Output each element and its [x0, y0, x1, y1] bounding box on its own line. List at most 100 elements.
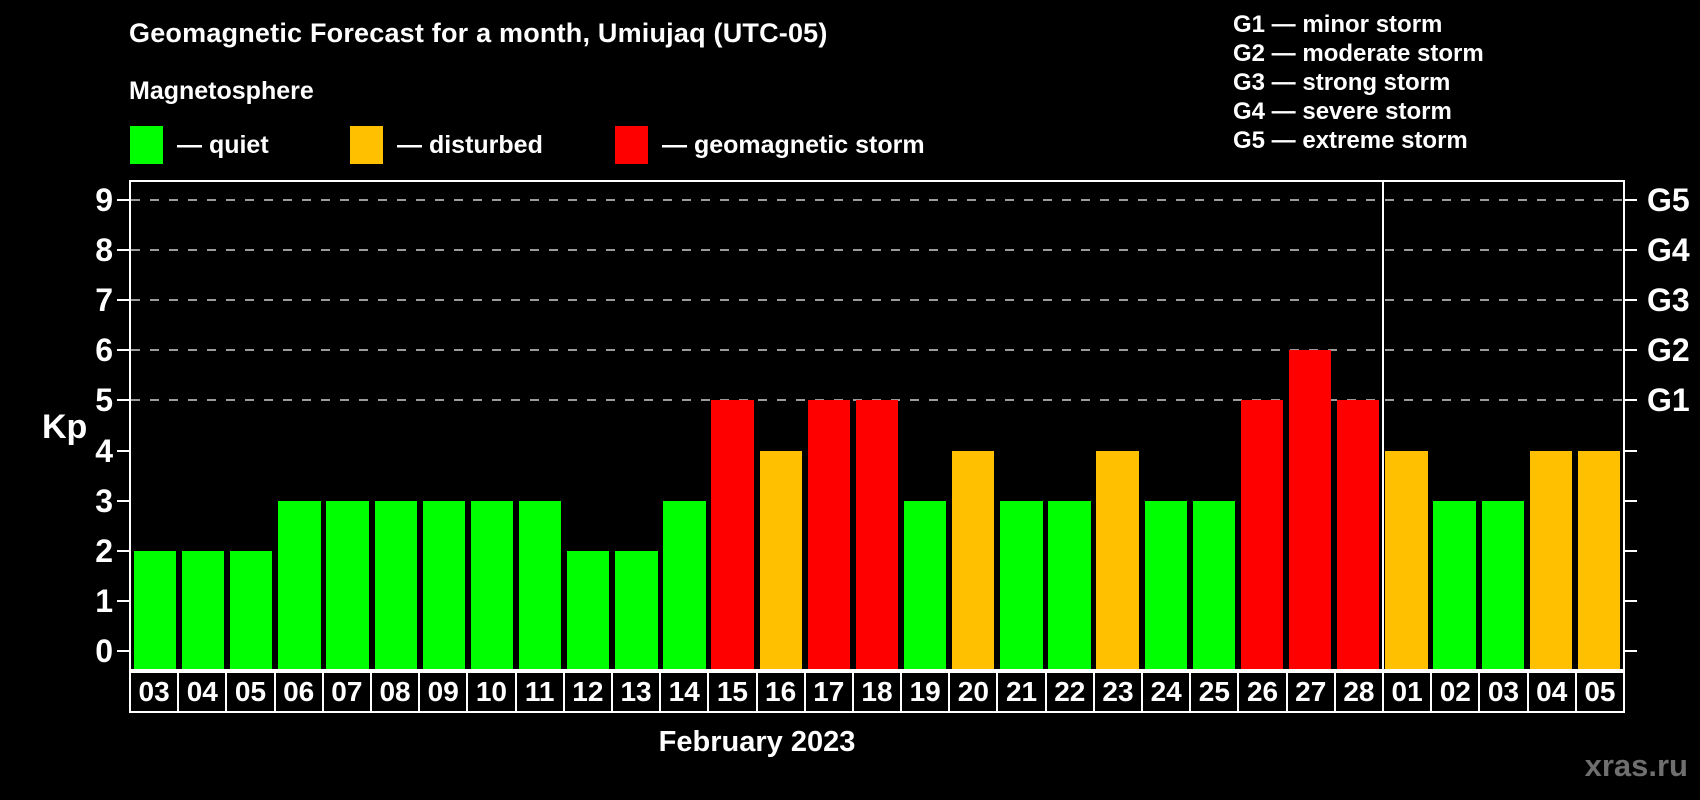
kp-bar-day-17 — [807, 400, 851, 669]
kp-bar-day-24 — [1144, 500, 1187, 669]
right-axis-tick — [1625, 299, 1637, 301]
day-label: 25 — [1191, 673, 1238, 711]
day-label: 26 — [1239, 673, 1286, 711]
day-label: 05 — [1576, 673, 1623, 711]
kp-bar-day-04 — [182, 551, 225, 669]
day-label: 13 — [612, 673, 660, 711]
g-scale-legend-item: G4 — severe storm — [1233, 98, 1452, 125]
g-scale-legend-item: G3 — strong storm — [1233, 69, 1451, 96]
y-axis-tick — [117, 550, 129, 553]
kp-bar-day-22 — [1048, 500, 1091, 669]
day-label: 08 — [371, 673, 419, 711]
y-axis-tick — [117, 600, 129, 603]
day-label: 17 — [805, 673, 852, 711]
right-axis-tick — [1625, 600, 1637, 603]
y-axis-tick — [117, 349, 129, 352]
day-label: 15 — [709, 673, 756, 711]
storm-color-swatch — [615, 126, 648, 164]
kp-bar-day-25 — [1192, 500, 1236, 669]
kp-bar-day-01 — [1385, 450, 1428, 669]
right-axis-g-label: G2 — [1647, 332, 1690, 369]
month-separator-line — [1382, 182, 1385, 669]
day-label: 21 — [998, 673, 1045, 711]
kp-bar-day-26 — [1240, 400, 1284, 669]
day-label: 14 — [661, 673, 708, 711]
y-axis-tick-label: 5 — [95, 382, 113, 419]
legend-item-label: — quiet — [177, 130, 269, 159]
kp-bar-day-04 — [1529, 450, 1572, 669]
right-axis-tick — [1625, 449, 1637, 452]
kp-bar-day-18 — [855, 400, 899, 669]
kp-bar-day-12 — [567, 551, 610, 669]
kp-bar-day-08 — [374, 500, 417, 669]
right-axis-tick — [1625, 198, 1637, 201]
right-axis-tick — [1625, 550, 1637, 553]
day-label: 20 — [950, 673, 997, 711]
y-axis-tick-label: 0 — [95, 633, 113, 670]
kp-bar-day-03 — [1481, 500, 1524, 669]
right-axis-tick — [1625, 650, 1637, 653]
day-label: 24 — [1143, 673, 1190, 711]
quiet-color-swatch — [130, 126, 163, 164]
kp-bar-day-05 — [1577, 450, 1621, 669]
day-label: 04 — [179, 673, 226, 711]
day-label: 23 — [1094, 673, 1142, 711]
day-label: 02 — [1432, 673, 1479, 711]
kp-bar-day-20 — [952, 450, 995, 669]
y-axis-tick-label: 3 — [95, 482, 113, 519]
kp-bar-day-07 — [326, 500, 369, 669]
y-axis-tick — [117, 198, 129, 201]
y-axis-tick — [117, 299, 129, 301]
watermark: xras.ru — [1584, 748, 1688, 783]
day-label: 11 — [516, 673, 563, 711]
y-axis-tick — [117, 449, 129, 452]
gridline-kp-9 — [131, 198, 1623, 201]
chart-title: Geomagnetic Forecast for a month, Umiuja… — [129, 18, 828, 48]
kp-bar-day-13 — [615, 551, 658, 669]
kp-bar-day-14 — [663, 500, 706, 669]
y-axis-title: Kp — [42, 408, 88, 446]
right-axis-tick — [1625, 349, 1637, 352]
y-axis-tick — [117, 399, 129, 402]
legend-item-label: — geomagnetic storm — [662, 130, 925, 159]
y-axis-tick — [117, 248, 129, 251]
x-axis-day-labels: 03 04 05 06 07 08 09 10 11 12 13 14 15 16 17 18 19 20 21 22… — [129, 671, 1625, 713]
kp-bar-day-16 — [759, 450, 802, 669]
day-label: 01 — [1384, 673, 1431, 711]
kp-bar-day-02 — [1433, 500, 1476, 669]
y-axis-tick-label: 4 — [95, 432, 113, 469]
magnetosphere-label: Magnetosphere — [129, 77, 314, 105]
g-scale-legend-item: G2 — moderate storm — [1233, 40, 1484, 67]
gridline-kp-6 — [131, 349, 1623, 352]
legend-item-disturbed: — disturbed — [350, 126, 543, 164]
kp-bar-day-05 — [230, 551, 273, 669]
right-axis-tick — [1625, 499, 1637, 502]
day-label: 28 — [1335, 673, 1383, 711]
kp-bar-day-09 — [422, 500, 465, 669]
y-axis-tick — [117, 650, 129, 653]
plot-area: 0 1 2 3 4 5 6 7 8 9 G1 G2 G3 G4 G5 — [95, 180, 1690, 671]
day-label: 03 — [131, 673, 178, 711]
kp-bar-day-19 — [903, 500, 947, 669]
bars-layer — [131, 182, 1623, 669]
right-axis-g-label: G3 — [1647, 282, 1690, 318]
kp-bar-day-27 — [1288, 350, 1332, 669]
right-axis-tick — [1625, 399, 1637, 402]
y-axis-tick-label: 6 — [95, 332, 113, 369]
day-label: 10 — [468, 673, 515, 711]
disturbed-color-swatch — [350, 126, 383, 164]
kp-bar-day-10 — [470, 500, 514, 669]
legend-item-quiet: — quiet — [130, 126, 269, 164]
day-label: 16 — [757, 673, 804, 711]
x-axis-title: February 2023 — [658, 726, 856, 758]
y-axis-tick-label: 9 — [95, 181, 113, 218]
day-label: 03 — [1480, 673, 1527, 711]
y-axis-tick — [117, 499, 129, 502]
day-label: 22 — [1046, 673, 1093, 711]
g-scale-legend-item: G5 — extreme storm — [1233, 127, 1468, 154]
right-axis-g-label: G1 — [1647, 382, 1690, 419]
day-label: 05 — [227, 673, 274, 711]
day-label: 07 — [323, 673, 370, 711]
day-label: 19 — [902, 673, 949, 711]
